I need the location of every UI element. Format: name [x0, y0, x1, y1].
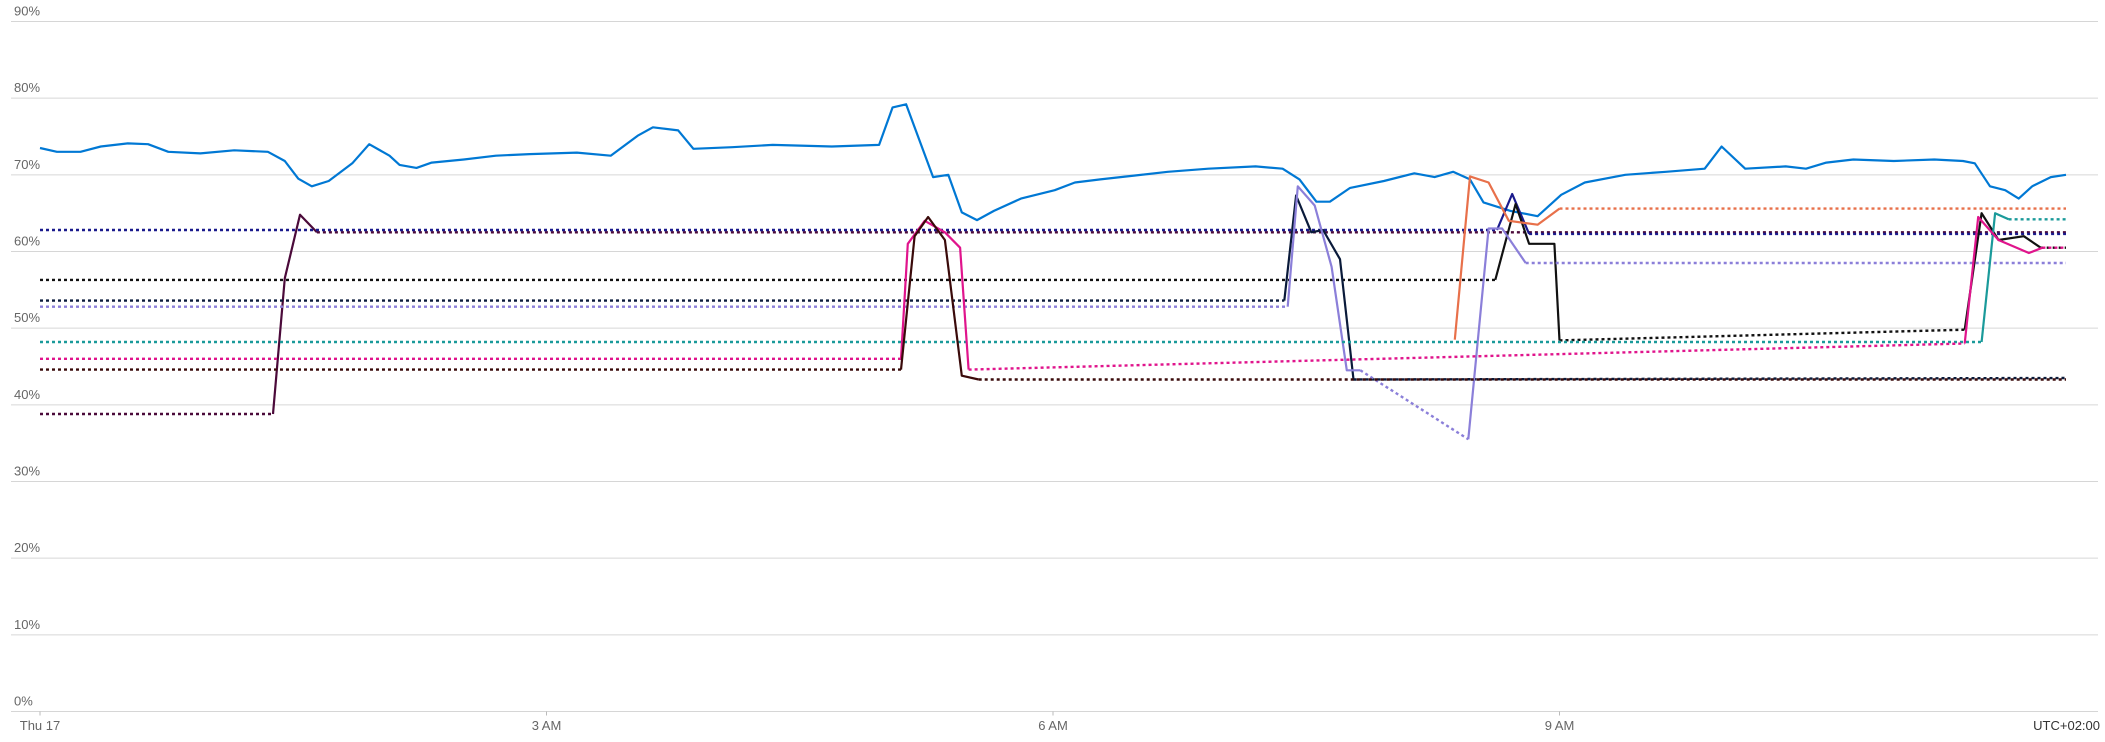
series-line	[1494, 202, 1561, 341]
y-tick-label: 60%	[14, 234, 40, 249]
y-tick-label: 80%	[14, 80, 40, 95]
y-tick-label: 40%	[14, 387, 40, 402]
series-line	[39, 103, 2067, 222]
y-tick-label: 70%	[14, 157, 40, 172]
y-tick-label: 30%	[14, 464, 40, 479]
series-line	[1980, 212, 2010, 343]
series-line	[899, 215, 979, 381]
timezone-label: UTC+02:00	[2033, 718, 2100, 733]
series-line	[1963, 215, 2043, 344]
x-tick-label: 6 AM	[1038, 718, 1068, 733]
x-tick-label: 9 AM	[1545, 718, 1575, 733]
series-line	[1286, 185, 1361, 372]
dotted-line	[1353, 376, 2067, 381]
series-line	[1495, 192, 1531, 235]
series-line	[1283, 194, 1355, 380]
series-line	[271, 213, 318, 415]
x-tick-label: 3 AM	[532, 718, 562, 733]
series-line	[1453, 175, 1561, 340]
series-line	[1467, 227, 1527, 440]
dotted-line	[1559, 328, 1965, 342]
y-tick-label: 0%	[14, 694, 33, 709]
y-tick-label: 20%	[14, 540, 40, 555]
x-tick-label: Thu 17	[20, 718, 60, 733]
dotted-line	[968, 342, 1965, 371]
y-tick-label: 10%	[14, 617, 40, 632]
y-tick-label: 90%	[14, 4, 40, 19]
y-tick-label: 50%	[14, 310, 40, 325]
